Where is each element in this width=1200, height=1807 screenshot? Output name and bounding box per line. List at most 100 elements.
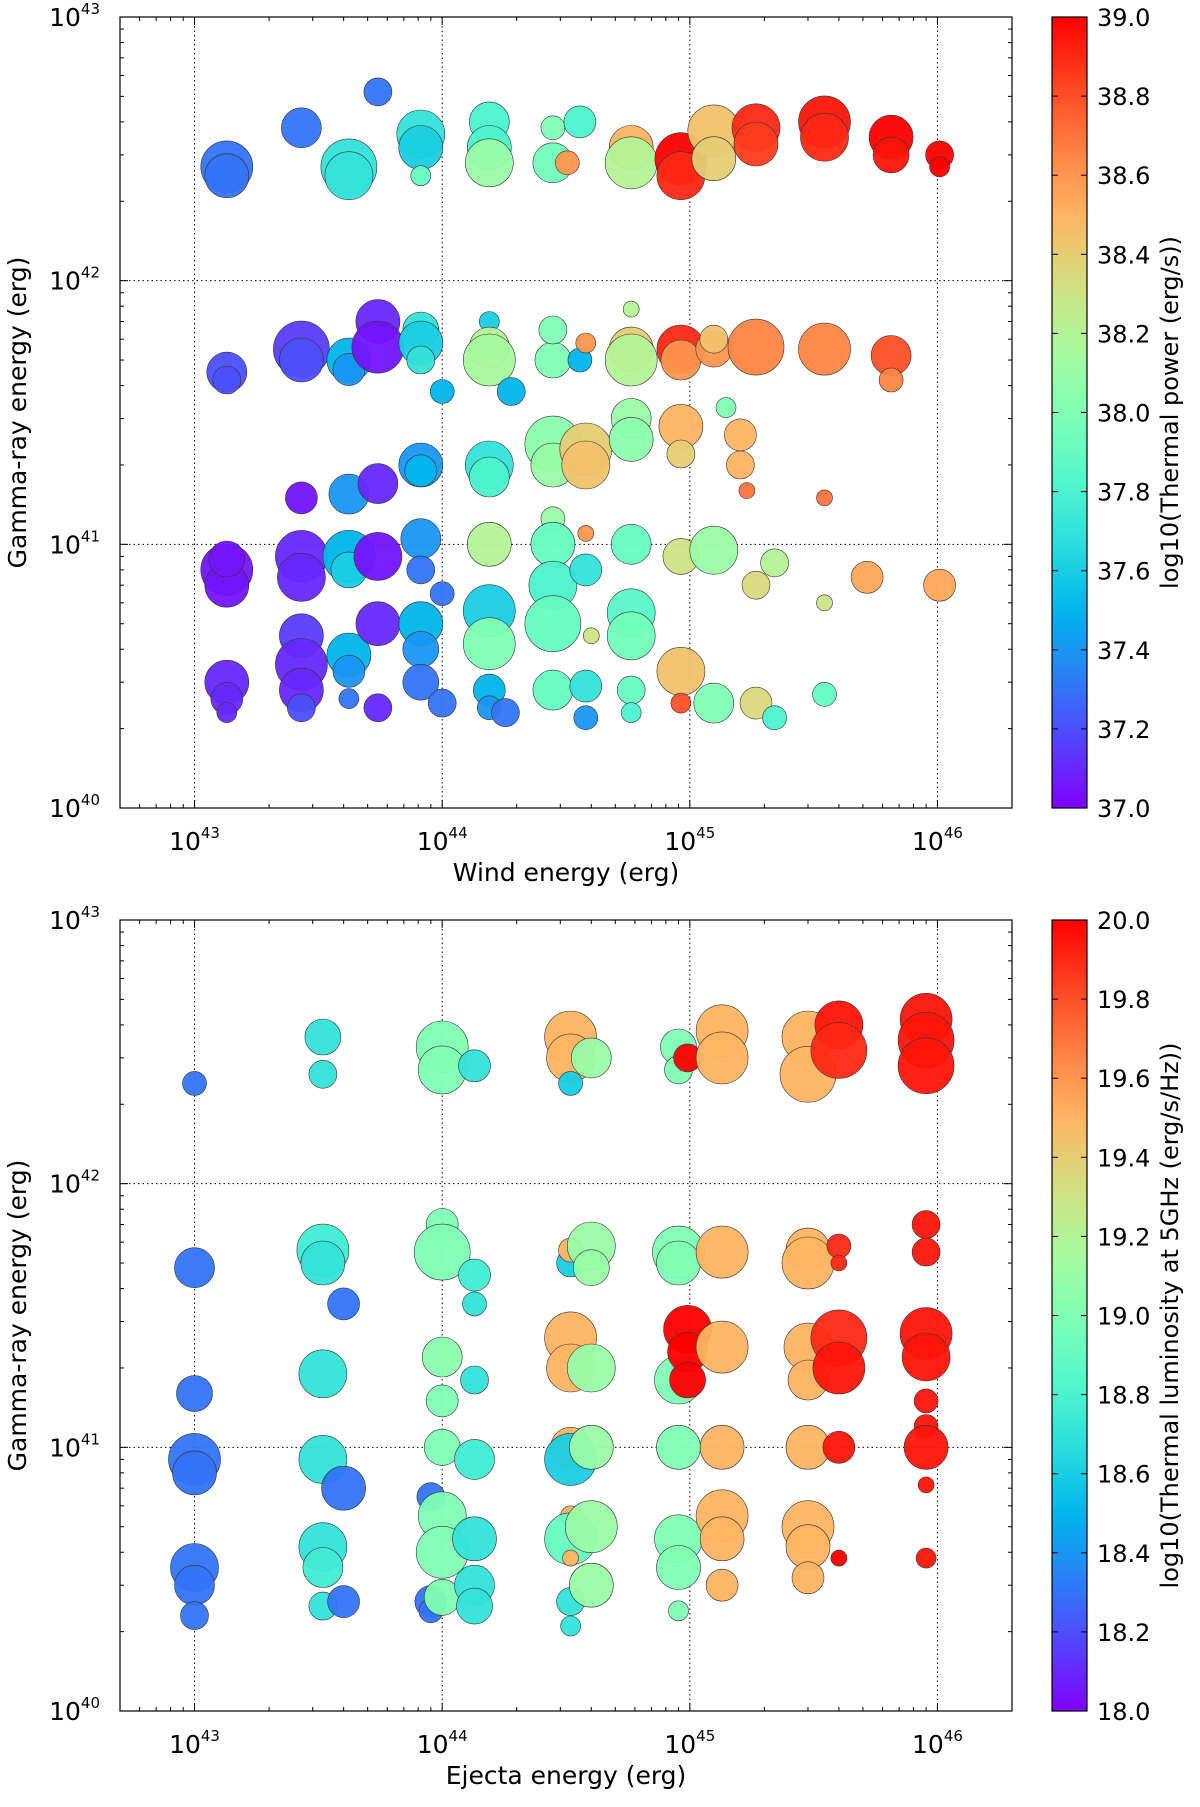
scatter-point [324, 151, 374, 200]
scatter-point [277, 552, 326, 602]
y-tick-label: 1042 [49, 264, 100, 296]
colorbar-tick-label: 38.0 [1097, 400, 1150, 428]
scatter-point [800, 112, 849, 162]
scatter-point [327, 1585, 360, 1618]
scatter-point [425, 1384, 459, 1418]
scatter-point [606, 611, 656, 661]
scatter-point [739, 686, 773, 720]
scatter-point [456, 1587, 493, 1625]
x-axis-label: Wind energy (erg) [453, 858, 679, 887]
scatter-point [466, 521, 512, 567]
x-tick-label: 1044 [417, 824, 468, 856]
scatter-point [560, 1615, 581, 1637]
y-tick-label: 1041 [49, 527, 100, 559]
colorbar-tick-label: 19.0 [1097, 1303, 1150, 1331]
scatter-point [911, 1237, 941, 1267]
scatter-point [923, 568, 956, 602]
x-tick-label: 1045 [664, 824, 715, 856]
scatter-point [532, 669, 574, 711]
scatter-point [822, 1430, 856, 1464]
scatter-point [285, 481, 318, 515]
scatter-point [180, 1601, 209, 1630]
y-tick-label: 1040 [49, 791, 100, 823]
scatter-point [462, 333, 516, 387]
scatter-point [915, 1547, 937, 1569]
scatter-point [608, 417, 654, 462]
scatter-point [727, 318, 785, 376]
scatter-point [582, 627, 600, 645]
scatter-point [353, 532, 403, 581]
scatter-point [656, 1545, 701, 1590]
scatter-point [558, 1071, 583, 1096]
colorbar: 18.0 18.2 18.4 18.6 18.8 19.0 19.2 19.4 19.6 19.8… [1051, 907, 1184, 1726]
scatter-point [715, 397, 737, 418]
scatter-point [562, 1549, 579, 1567]
colorbar-label: log10(Thermal luminosity at 5GHz (erg/s/… [1156, 1043, 1184, 1589]
scatter-point [810, 1022, 868, 1079]
scatter-points [200, 77, 956, 731]
scatter-points [168, 993, 955, 1637]
scatter-point [406, 555, 436, 585]
scatter-point [791, 1561, 825, 1595]
scatter-point [300, 1240, 346, 1286]
scatter-point [917, 1476, 935, 1494]
scatter-point [911, 1210, 941, 1239]
scatter-point [689, 525, 739, 575]
scatter-point [182, 1071, 207, 1096]
scatter-point [554, 150, 580, 176]
scatter-point [302, 1547, 344, 1588]
scatter-point [604, 136, 658, 190]
colorbar-tick-label: 20.0 [1097, 907, 1150, 935]
scatter-point [563, 105, 597, 139]
colorbar-tick-label: 19.6 [1097, 1065, 1150, 1093]
scatter-point [406, 345, 436, 375]
x-tick-label: 1044 [417, 1727, 468, 1759]
axis-ticks [119, 919, 1013, 1712]
scatter-point [402, 663, 440, 701]
scatter-point [872, 136, 910, 174]
scatter-point [458, 1049, 491, 1083]
scatter-point [468, 456, 510, 498]
scatter-point [568, 1562, 614, 1608]
scatter-point [462, 617, 516, 671]
scatter-point [404, 454, 438, 488]
scatter-point [281, 107, 322, 149]
scatter-point [741, 570, 771, 600]
scatter-point [321, 1465, 366, 1511]
axis-ticks [119, 16, 1013, 809]
scatter-point [620, 702, 642, 723]
scatter-point [850, 560, 884, 594]
scatter-point [656, 1240, 701, 1286]
scatter-point [699, 324, 729, 354]
bottom-panel: 1043 1044 1045 1046 1040 1041 1042 1043 Ejecta e… [0, 903, 1200, 1803]
scatter-point [534, 341, 572, 379]
colorbar-tick-label: 37.6 [1097, 558, 1150, 586]
y-tick-label: 1043 [49, 0, 100, 32]
scatter-point [733, 121, 779, 167]
scatter-point [695, 1320, 749, 1374]
x-tick-label: 1043 [169, 824, 220, 856]
scatter-point [656, 1424, 701, 1470]
scatter-point [913, 1388, 939, 1414]
scatter-point [530, 521, 576, 567]
scatter-point [304, 1018, 342, 1056]
x-tick-label: 1045 [664, 1727, 715, 1759]
x-tick-label: 1046 [912, 824, 963, 856]
scatter-point [903, 1424, 949, 1470]
scatter-point [279, 337, 324, 383]
scatter-point [816, 489, 833, 507]
scatter-point [666, 439, 696, 469]
y-axis-label: Gamma-ray energy (erg) [3, 1160, 32, 1472]
scatter-point [363, 77, 393, 107]
y-tick-label: 1042 [49, 1167, 100, 1199]
scatter-point [212, 365, 242, 395]
scatter-point [616, 675, 646, 705]
scatter-point [564, 1500, 618, 1554]
scatter-point [622, 300, 640, 318]
scatter-point [816, 594, 833, 612]
colorbar: 37.0 37.2 37.4 37.6 37.8 38.0 38.2 38.4 38.6 38.8… [1051, 4, 1184, 823]
scatter-point [298, 1349, 348, 1399]
axes-frame [119, 919, 1013, 1712]
scatter-point [830, 1549, 848, 1567]
colorbar-tick-label: 38.8 [1097, 83, 1150, 111]
